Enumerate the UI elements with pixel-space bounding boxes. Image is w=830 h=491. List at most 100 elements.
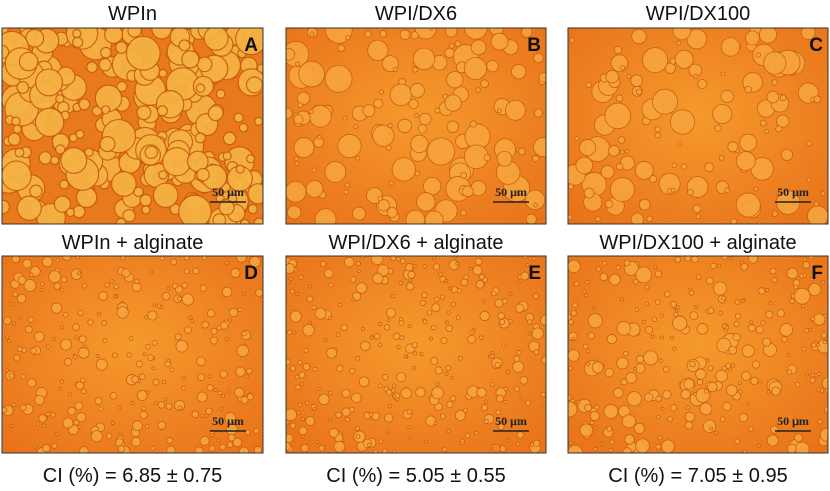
- droplet: [569, 37, 575, 44]
- droplet: [48, 270, 62, 284]
- droplet: [174, 333, 182, 341]
- droplet: [635, 88, 643, 96]
- droplet: [686, 28, 708, 50]
- droplet: [532, 155, 540, 163]
- droplet: [201, 256, 208, 260]
- droplet: [398, 317, 404, 322]
- droplet: [392, 394, 396, 398]
- droplet: [727, 141, 739, 153]
- droplet: [501, 298, 508, 305]
- droplet: [432, 256, 437, 260]
- droplet: [424, 210, 444, 224]
- droplet: [624, 434, 635, 445]
- droplet: [184, 326, 192, 334]
- droplet: [445, 365, 452, 371]
- droplet: [513, 419, 521, 427]
- droplet: [97, 311, 101, 316]
- droplet: [76, 412, 87, 423]
- droplet: [609, 439, 615, 445]
- droplet: [780, 148, 794, 161]
- droplet: [11, 116, 21, 127]
- droplet: [755, 52, 762, 58]
- droplet: [656, 414, 661, 420]
- droplet: [633, 367, 637, 371]
- droplet: [497, 423, 505, 431]
- droplet: [244, 429, 251, 436]
- droplet: [12, 124, 22, 134]
- droplet: [744, 85, 753, 94]
- droplet: [174, 285, 183, 294]
- droplet: [412, 264, 417, 269]
- droplet: [704, 162, 714, 172]
- droplet: [355, 155, 361, 161]
- droplet: [732, 332, 741, 342]
- droplet: [413, 113, 419, 119]
- droplet: [87, 319, 94, 326]
- droplet: [725, 384, 738, 397]
- droplet: [116, 80, 128, 93]
- droplet: [696, 323, 709, 335]
- droplet: [766, 389, 771, 394]
- droplet: [407, 435, 412, 440]
- droplet: [680, 163, 688, 170]
- droplet: [259, 297, 263, 302]
- droplet: [139, 193, 153, 207]
- droplet: [238, 446, 249, 453]
- droplet: [651, 316, 658, 322]
- droplet: [128, 336, 134, 342]
- droplet: [50, 155, 60, 166]
- droplet: [776, 309, 785, 318]
- droplet: [433, 421, 438, 426]
- droplet: [286, 48, 296, 61]
- droplet: [657, 435, 663, 441]
- droplet: [323, 338, 328, 342]
- droplet: [142, 352, 147, 357]
- droplet: [298, 371, 306, 379]
- droplet: [748, 426, 754, 432]
- droplet: [447, 286, 452, 291]
- droplet: [81, 283, 88, 289]
- droplet: [328, 282, 334, 288]
- droplet: [104, 28, 124, 45]
- droplet: [102, 338, 108, 344]
- droplet: [607, 144, 620, 157]
- droplet: [240, 396, 249, 404]
- droplet: [286, 420, 289, 425]
- droplet: [221, 286, 233, 298]
- droplet: [298, 274, 304, 280]
- droplet: [410, 134, 429, 154]
- droplet: [204, 413, 209, 418]
- droplet: [608, 448, 613, 453]
- droplet: [578, 139, 597, 157]
- droplet: [12, 321, 16, 326]
- droplet: [424, 439, 428, 444]
- micrograph-panel: B 50 μm: [285, 27, 547, 225]
- droplet: [196, 56, 213, 73]
- droplet: [205, 407, 213, 415]
- droplet: [593, 446, 598, 452]
- droplet: [446, 429, 451, 434]
- droplet: [139, 410, 148, 419]
- droplet: [712, 104, 733, 125]
- droplet: [51, 442, 58, 449]
- droplet: [518, 147, 526, 156]
- droplets: [568, 28, 828, 224]
- droplet: [800, 28, 816, 41]
- droplet: [533, 293, 539, 300]
- droplet: [516, 350, 522, 356]
- droplet: [377, 264, 390, 277]
- droplet: [344, 182, 350, 188]
- droplet: [166, 445, 176, 453]
- droplet: [367, 39, 389, 61]
- droplet: [399, 29, 411, 41]
- droplet: [397, 118, 413, 134]
- droplet: [669, 109, 696, 135]
- droplet: [688, 290, 695, 296]
- droplet: [486, 59, 499, 73]
- droplet: [521, 28, 533, 38]
- droplet: [286, 279, 291, 284]
- droplet: [152, 182, 179, 209]
- droplet: [476, 387, 487, 398]
- droplet: [432, 263, 441, 271]
- droplet: [226, 389, 231, 394]
